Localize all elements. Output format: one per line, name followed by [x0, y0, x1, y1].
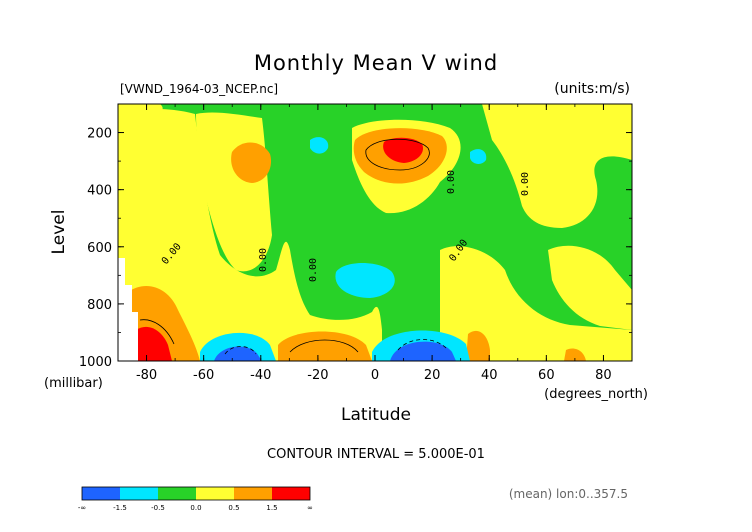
- y-tick-label: 600: [87, 241, 112, 256]
- y-tick-label: 800: [87, 298, 112, 313]
- x-tick-label: -40: [250, 368, 271, 383]
- contour-line-dashed1: [224, 346, 257, 355]
- contour-label: 0.00: [446, 170, 457, 194]
- contour-line-top: [365, 138, 430, 171]
- x-tick-label: -20: [307, 368, 328, 383]
- field-red-topcenter: [383, 137, 424, 163]
- field-red-bottomleft: [136, 326, 172, 361]
- y-axis-label: Level: [49, 210, 69, 255]
- field-yellow-right-mid: [440, 246, 632, 361]
- colorbar-label: 0.5: [228, 504, 239, 512]
- x-tick-label: 80: [595, 368, 612, 383]
- contour-line-dashed2: [397, 339, 449, 351]
- field-orange-right1: [466, 330, 490, 361]
- field-yellow-right-low: [548, 245, 632, 330]
- colorbar-label: -1.5: [113, 504, 127, 512]
- colorbar-label: 0.0: [190, 504, 201, 512]
- x-tick-label: 40: [481, 368, 498, 383]
- colorbar-label: 1.5: [266, 504, 277, 512]
- contour-label: 0.00: [520, 172, 531, 196]
- colorbar-label: -∞: [78, 504, 86, 512]
- colorbar-label: ∞: [307, 504, 313, 512]
- file-label: [VWND_1964-03_NCEP.nc]: [120, 82, 278, 96]
- colorbar-swatch: [158, 487, 196, 500]
- field-blue-bottomleft: [214, 346, 262, 361]
- x-axis: -80 -60 -40 -20 0 20 40 60 80: [117, 104, 633, 383]
- field-orange-right2: [564, 348, 586, 361]
- colorbar-swatch: [234, 487, 272, 500]
- x-axis-label: Latitude: [341, 405, 411, 425]
- colorbar-swatch: [196, 487, 234, 500]
- colorbar-swatch: [120, 487, 158, 500]
- contour-fields: [118, 104, 632, 361]
- field-blue-bottomcenter: [390, 341, 456, 361]
- y-tick-label: 1000: [79, 355, 112, 370]
- contour-interval: CONTOUR INTERVAL = 5.000E-01: [267, 447, 485, 462]
- colorbar-swatch: [272, 487, 310, 500]
- contour-label: 0.00: [308, 258, 319, 282]
- contour-line-bottomleft: [139, 319, 175, 345]
- field-masked-corner: [118, 258, 138, 361]
- colorbar: -∞ -1.5 -0.5 0.0 0.5 1.5 ∞: [78, 486, 313, 512]
- colorbar-frame: [81, 486, 311, 501]
- colorbar-swatch: [82, 487, 120, 500]
- contour-label: 0.00: [258, 248, 269, 272]
- units-label: (units:m/s): [554, 81, 630, 97]
- x-tick-label: 20: [424, 368, 441, 383]
- colorbar-label: -0.5: [151, 504, 165, 512]
- field-cyan-center: [335, 263, 395, 298]
- x-tick-label: 60: [538, 368, 555, 383]
- y-axis-units: (millibar): [44, 376, 103, 391]
- x-tick-label: 0: [371, 368, 379, 383]
- chart-title: Monthly Mean V wind: [254, 51, 498, 75]
- field-cyan-smalltop1: [310, 137, 329, 154]
- field-yellow-top-strip: [118, 104, 163, 122]
- field-yellow-left-column: [118, 108, 382, 361]
- field-orange-upperleft: [231, 142, 272, 183]
- field-yellow-right-upper: [482, 104, 632, 228]
- footer-label: (mean) lon:0..357.5: [509, 487, 628, 501]
- field-orange-bottomcenter: [278, 331, 372, 361]
- field-cyan-smalltop2: [470, 149, 487, 164]
- y-tick-label: 400: [87, 184, 112, 199]
- x-tick-label: -60: [193, 368, 214, 383]
- y-tick-label: 200: [87, 127, 112, 142]
- x-tick-label: -80: [136, 368, 157, 383]
- y-axis: 200 400 600 800 1000: [79, 127, 632, 370]
- contour-line-bottomcenter: [289, 339, 359, 353]
- x-axis-units: (degrees_north): [544, 387, 648, 402]
